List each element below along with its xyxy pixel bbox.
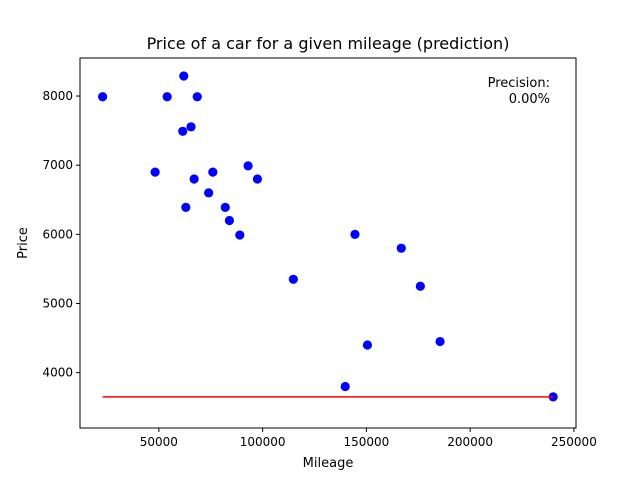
x-tick-label: 100000 <box>240 435 286 449</box>
y-tick-label: 7000 <box>42 158 73 172</box>
precision-value: 0.00% <box>509 92 550 107</box>
data-point <box>178 126 188 136</box>
y-axis: 4000 5000 6000 7000 8000 <box>42 89 80 380</box>
y-tick-label: 6000 <box>42 227 73 241</box>
data-point <box>252 174 263 184</box>
data-point <box>189 174 199 184</box>
data-point <box>98 92 108 102</box>
data-point <box>362 340 373 350</box>
data-point <box>192 92 202 102</box>
x-tick-label: 50000 <box>140 435 178 449</box>
x-tick-label: 250000 <box>551 435 597 449</box>
data-point <box>186 122 196 132</box>
data-point <box>162 92 172 102</box>
plot-area <box>98 71 558 402</box>
data-point <box>350 229 360 239</box>
data-point <box>204 188 214 198</box>
data-point <box>208 167 218 177</box>
data-point <box>224 215 235 226</box>
data-point <box>415 281 425 291</box>
x-axis: 50000 100000 150000 200000 250000 <box>140 428 597 449</box>
data-point <box>181 202 191 212</box>
data-point <box>150 167 160 177</box>
data-point <box>548 392 558 402</box>
y-tick-label: 5000 <box>42 297 73 311</box>
precision-label: Precision: <box>488 76 550 91</box>
x-axis-label: Mileage <box>303 456 354 471</box>
data-point <box>288 274 298 284</box>
x-tick-label: 150000 <box>343 435 389 449</box>
y-tick-label: 4000 <box>42 366 73 380</box>
data-point <box>435 336 445 347</box>
data-point <box>243 161 253 171</box>
data-point <box>235 230 245 240</box>
y-tick-label: 8000 <box>42 89 73 103</box>
x-tick-label: 200000 <box>447 435 493 449</box>
data-point <box>396 243 406 253</box>
data-point <box>340 381 350 392</box>
data-point <box>179 71 189 81</box>
y-axis-label: Price <box>16 227 31 259</box>
data-point <box>220 202 230 212</box>
plot-frame <box>79 57 577 429</box>
chart-title: Price of a car for a given mileage (pred… <box>147 34 510 53</box>
